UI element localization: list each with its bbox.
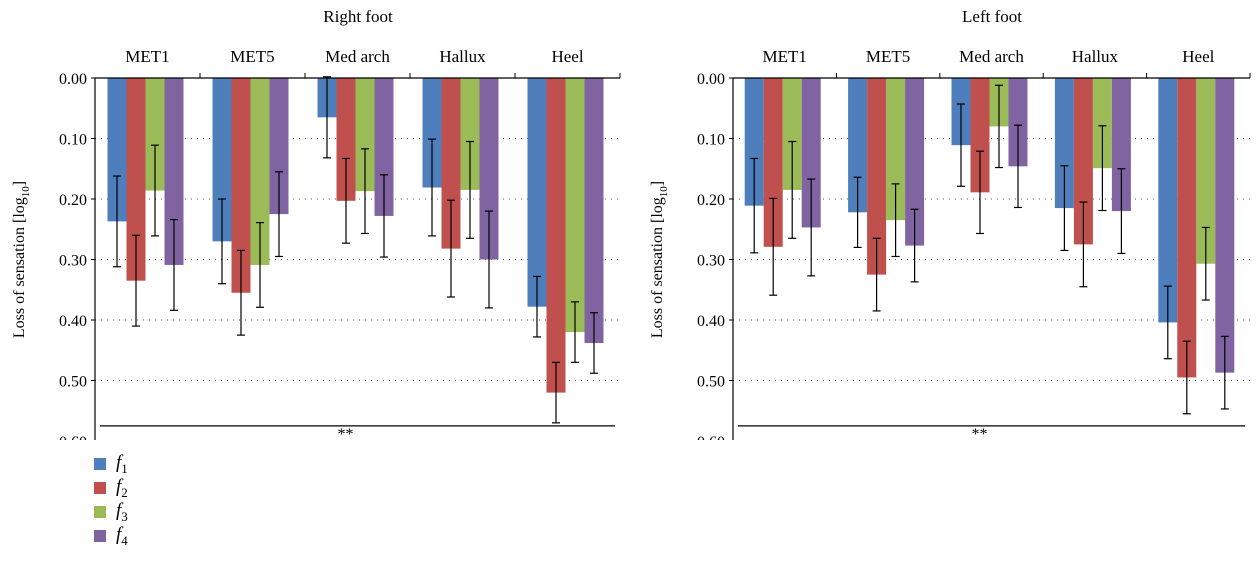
bar-f3-met5	[886, 78, 906, 221]
legend-item-f1: f1	[94, 452, 128, 476]
legend-label-f2: f2	[116, 475, 128, 500]
bar-f3-met1	[782, 78, 802, 190]
y-axis-label-subscript: 10	[20, 186, 32, 198]
bar-f4-met1	[801, 78, 821, 228]
y-tick-label: 0.40	[697, 313, 725, 330]
category-label: Hallux	[1072, 47, 1119, 66]
bar-f3-heel	[565, 78, 585, 333]
y-axis-label: Loss of sensation [log10]	[649, 181, 670, 338]
category-label: Med arch	[325, 47, 390, 66]
bar-f3-hallux	[460, 78, 480, 190]
y-tick-label: 0.50	[59, 374, 87, 391]
bar-f2-met5	[867, 78, 887, 275]
bar-f2-met1	[126, 78, 146, 281]
y-tick-label: 0.30	[697, 253, 725, 270]
y-axis-label-close: ]	[11, 181, 28, 186]
category-label: Hallux	[439, 47, 486, 66]
chart-panel-left-foot: Left foot 0.00 0.10 0.20 0.30 0.40 0.50 0.60 Los…	[649, 7, 1251, 440]
bar-f3-hallux	[1092, 78, 1112, 169]
y-tick-label: 0.10	[59, 132, 87, 149]
legend-item-f3: f3	[94, 500, 128, 524]
bar-f3-med-arch	[355, 78, 375, 192]
y-axis-label-subscript: 10	[658, 186, 670, 198]
y-tick-label: 0.00	[697, 71, 725, 88]
bar-f1-met5	[212, 78, 232, 242]
bar-f4-met5	[905, 78, 925, 246]
y-axis-label-close: ]	[649, 181, 666, 186]
y-tick-label: 0.50	[697, 374, 725, 391]
y-tick-label: 0.30	[59, 253, 87, 270]
legend-swatch-f2	[94, 482, 106, 494]
chart-title: Right foot	[323, 7, 393, 26]
legend-label-f4: f4	[116, 523, 128, 548]
legend-item-f4: f4	[94, 524, 128, 548]
chart-panel-right-foot: Right foot 0.00 0.10 0.20 0.30 0.40 0.50 0.60 Lo…	[11, 7, 621, 440]
bar-f3-met5	[250, 78, 270, 265]
category-label: Heel	[1182, 47, 1214, 66]
y-tick-label: 0.40	[59, 313, 87, 330]
significance-marker: **	[972, 426, 988, 440]
category-label: Med arch	[959, 47, 1024, 66]
bar-f1-hallux	[422, 78, 442, 188]
category-label: MET5	[866, 47, 910, 66]
bar-f2-heel	[1177, 78, 1197, 378]
legend-swatch-f3	[94, 506, 106, 518]
y-tick-label: 0.10	[697, 132, 725, 149]
bar-f4-heel	[584, 78, 604, 343]
significance-marker: **	[338, 426, 354, 440]
legend-item-f2: f2	[94, 476, 128, 500]
y-axis-label: Loss of sensation [log10]	[11, 181, 32, 338]
bar-f2-med-arch	[336, 78, 356, 201]
bar-f1-met1	[744, 78, 764, 206]
bar-f3-met1	[145, 78, 165, 191]
bar-f4-med-arch	[374, 78, 394, 216]
bar-f2-met1	[763, 78, 783, 247]
y-tick-label: 0.60	[59, 434, 87, 440]
legend-swatch-f1	[94, 458, 106, 470]
bar-f2-met5	[231, 78, 251, 293]
legend-label-f1: f1	[116, 451, 128, 476]
bar-f1-heel	[1158, 78, 1178, 323]
y-tick-label: 0.00	[59, 71, 87, 88]
y-tick-label: 0.20	[697, 192, 725, 209]
legend-swatch-f4	[94, 530, 106, 542]
bar-f4-hallux	[479, 78, 499, 260]
category-label: MET1	[125, 47, 169, 66]
bar-f4-met1	[164, 78, 184, 265]
bar-f2-hallux	[1073, 78, 1093, 245]
bar-f4-med-arch	[1008, 78, 1028, 167]
y-axis-label-main: Loss of sensation [log	[11, 197, 28, 338]
y-axis-label-main: Loss of sensation [log	[649, 197, 666, 338]
bar-f1-met5	[848, 78, 868, 213]
legend-label-f3: f3	[116, 499, 128, 524]
charts-figure: Right foot 0.00 0.10 0.20 0.30 0.40 0.50 0.60 Lo…	[11, 7, 1251, 440]
bar-f4-met5	[269, 78, 289, 215]
bar-f2-med-arch	[970, 78, 990, 193]
bar-f3-heel	[1196, 78, 1216, 264]
bar-f1-heel	[527, 78, 547, 307]
bar-f4-hallux	[1111, 78, 1131, 212]
y-tick-label: 0.60	[697, 434, 725, 440]
category-label: MET1	[763, 47, 807, 66]
chart-title: Left foot	[962, 7, 1022, 26]
category-label: Heel	[551, 47, 583, 66]
bar-f2-hallux	[441, 78, 461, 249]
category-label: MET5	[230, 47, 274, 66]
bar-f2-heel	[546, 78, 566, 393]
y-tick-label: 0.20	[59, 192, 87, 209]
legend: f1 f2 f3 f4	[94, 452, 128, 548]
bar-f1-met1	[107, 78, 127, 222]
bar-f4-heel	[1215, 78, 1235, 373]
bar-f1-hallux	[1054, 78, 1074, 209]
